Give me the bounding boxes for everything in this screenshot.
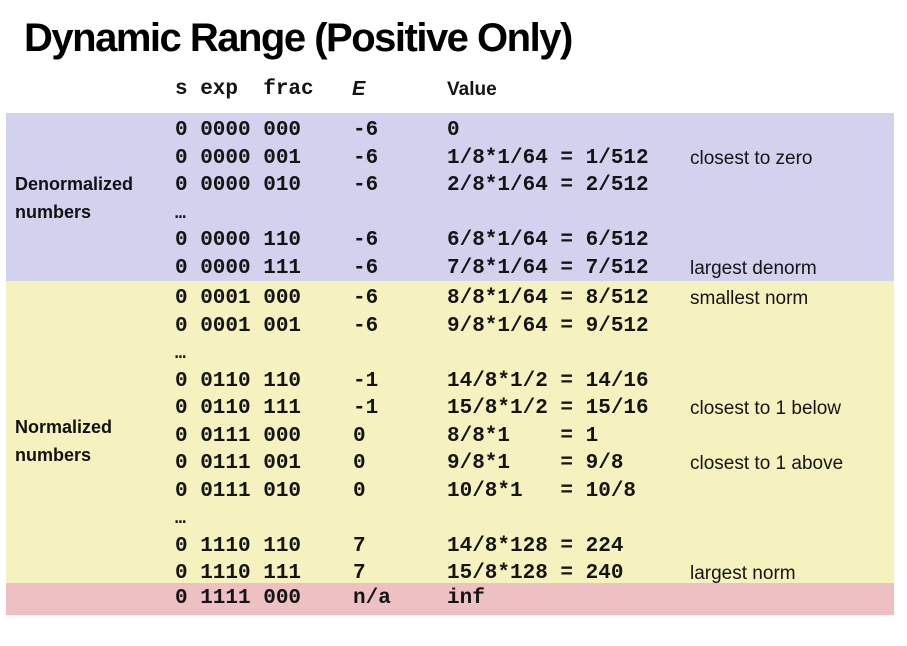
exponent-cell: 7 [353,562,366,585]
value-cell: 15/8*1/2 = 15/16 [447,397,649,420]
bits-cell: 0 0000 010 [175,174,302,197]
table-row: 0 0111 001 0 9/8*1 = 9/8 closest to 1 above [6,450,894,478]
bits-cell: 0 0000 000 [175,119,302,142]
exponent-cell: 7 [353,534,366,558]
section-denormalized: Denormalized numbers 0 0000 000 -6 0 0 0000 … [6,113,894,281]
table-row: 0 0000 111 -6 7/8*1/64 = 7/512 largest deno… [6,255,894,283]
bits-cell: … [175,203,187,224]
exponent-cell: -6 [353,256,379,280]
bits-cell: 0 1111 000 [175,587,302,610]
table-row: 0 0000 010 -6 2/8*1/64 = 2/512 [6,172,894,200]
table-row: 0 1110 110 7 14/8*128 = 224 [6,533,894,561]
bits-cell: 0 0110 110 [175,369,302,393]
value-cell: 8/8*1 = 1 [447,424,599,448]
bits-cell: 0 1110 111 [175,562,302,585]
exponent-cell: 0 [353,424,366,448]
bits-cell: 0 0111 000 [175,424,302,448]
value-cell: 1/8*1/64 = 1/512 [447,146,649,170]
value-cell: 9/8*1/64 = 9/512 [447,314,649,338]
table-row: 0 0110 110 -1 14/8*1/2 = 14/16 [6,368,894,396]
bits-cell: 0 1110 110 [175,534,302,558]
exponent-cell: 0 [353,452,366,475]
note-cell: largest norm [690,563,796,584]
table-row: … [6,340,894,368]
column-header-bit-fields: s exp frac [175,78,314,101]
column-header-exponent: E [352,78,366,100]
table-row: … [6,505,894,533]
section-label-denormalized: Denormalized numbers [15,174,134,222]
note-cell: closest to 1 above [690,453,844,474]
table-row: 0 0000 001 -6 1/8*1/64 = 1/512 closest to z… [6,145,894,173]
bits-cell: … [175,509,187,529]
bits-cell: 0 0000 001 [175,146,302,170]
note-cell: closest to 1 below [690,398,842,419]
value-cell: 14/8*1/2 = 14/16 [447,369,649,393]
value-cell: 15/8*128 = 240 [447,562,624,585]
bits-cell: 0 0001 000 [175,287,302,310]
bits-cell: 0 0001 001 [175,314,302,338]
table-row: 0 1111 000 n/a inf [6,585,894,613]
table-row: 0 1110 111 7 15/8*128 = 240 largest norm [6,560,894,588]
section-normalized: Normalized numbers 0 0001 000 -6 8/8*1/64 =… [6,281,894,585]
table-row: 0 0000 000 -6 0 [6,117,894,145]
page-title: Dynamic Range (Positive Only) [24,16,573,60]
exponent-cell: 0 [353,479,366,503]
table-row: 0 0111 010 0 10/8*1 = 10/8 [6,478,894,506]
exponent-cell: -1 [353,369,379,393]
table-row: 0 0110 111 -1 15/8*1/2 = 15/16 closest to 1… [6,395,894,423]
table-row: 0 0001 000 -6 8/8*1/64 = 8/512 smallest nor… [6,285,894,313]
column-header-value: Value [447,79,497,100]
value-cell: 14/8*128 = 224 [447,534,624,558]
section-label-normalized: Normalized numbers [15,417,113,465]
value-cell: 7/8*1/64 = 7/512 [447,256,649,280]
bits-cell: 0 0000 110 [175,229,302,252]
value-cell: 6/8*1/64 = 6/512 [447,229,649,252]
bits-cell: 0 0111 010 [175,479,302,503]
note-cell: closest to zero [690,147,813,169]
exponent-cell: -6 [353,146,379,170]
value-cell: 8/8*1/64 = 8/512 [447,287,649,310]
bits-cell: 0 0110 111 [175,397,302,420]
table-row: … [6,200,894,228]
exponent-cell: -6 [353,314,379,338]
table-row: 0 0111 000 0 8/8*1 = 1 [6,423,894,451]
exponent-cell: -6 [353,119,379,142]
exponent-cell: -6 [353,174,379,197]
value-cell: 2/8*1/64 = 2/512 [447,174,649,197]
value-cell: 9/8*1 = 9/8 [447,452,624,475]
value-cell: 10/8*1 = 10/8 [447,479,637,503]
exponent-cell: n/a [353,587,391,610]
value-cell: inf [447,587,485,610]
bits-cell: … [175,344,187,364]
bits-cell: 0 0000 111 [175,256,302,280]
exponent-cell: -1 [353,397,379,420]
exponent-cell: -6 [353,287,379,310]
exponent-cell: -6 [353,229,379,252]
value-cell: 0 [447,119,460,142]
note-cell: largest denorm [690,257,817,279]
bits-cell: 0 0111 001 [175,452,302,475]
note-cell: smallest norm [690,288,809,309]
table-row: 0 0001 001 -6 9/8*1/64 = 9/512 [6,313,894,341]
section-infinity: 0 1111 000 n/a inf [6,583,894,615]
table-row: 0 0000 110 -6 6/8*1/64 = 6/512 [6,227,894,255]
